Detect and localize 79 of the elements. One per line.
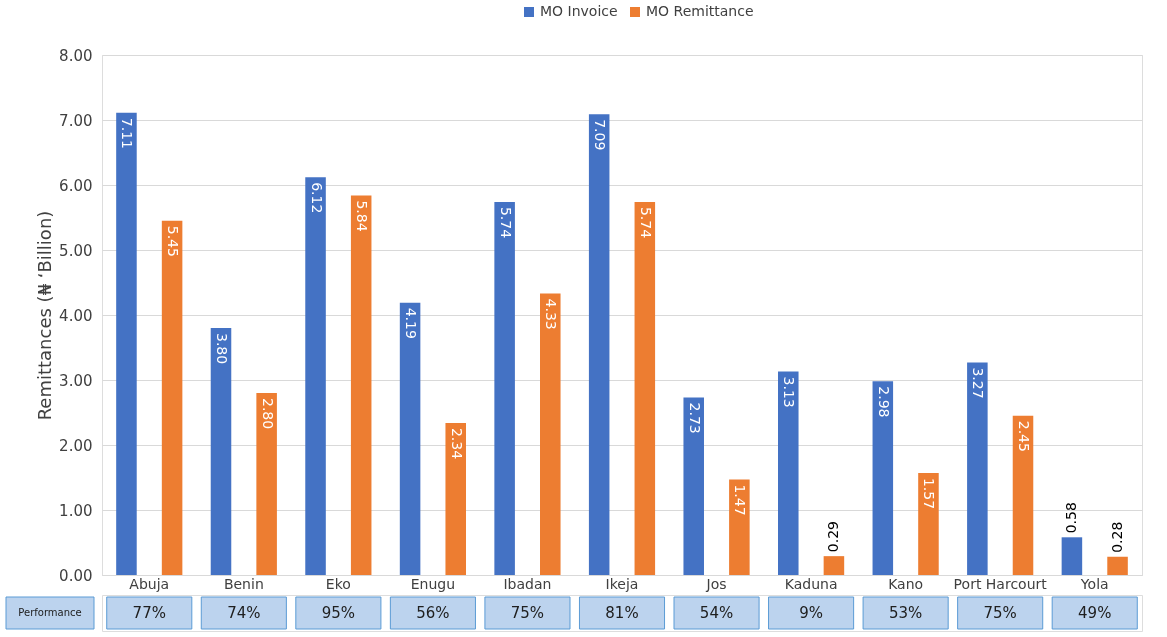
data-label: 7.11 xyxy=(119,117,136,150)
bar xyxy=(1012,415,1034,575)
bar xyxy=(918,472,939,575)
text: Performance xyxy=(18,607,82,618)
bar xyxy=(872,381,894,575)
y-tick-label: 7.00 xyxy=(59,111,93,130)
x-tick-label: Eko xyxy=(325,575,351,592)
x-tick-label: Kano xyxy=(888,575,924,592)
data-label: 3.13 xyxy=(781,376,798,408)
text: 75% xyxy=(983,604,1017,622)
bar xyxy=(588,114,610,575)
text: 77% xyxy=(132,604,166,622)
bar xyxy=(494,201,515,575)
x-tick-label: Ibadan xyxy=(503,575,552,592)
bar xyxy=(1061,537,1083,575)
bar xyxy=(445,422,466,575)
bar xyxy=(399,302,421,575)
x-tick-label: Ikeja xyxy=(605,575,639,592)
data-label: 0.29 xyxy=(824,520,841,553)
data-label: 0.58 xyxy=(1062,502,1079,534)
y-axis-title: Remittances (₦ ‘Billion) xyxy=(34,210,56,421)
y-tick-label: 8.00 xyxy=(59,46,93,65)
legend-label: MO Remittance xyxy=(646,3,754,19)
data-label: 4.19 xyxy=(403,307,420,339)
text: 95% xyxy=(321,604,356,622)
data-label: 2.80 xyxy=(259,398,276,430)
x-tick-label: Enugu xyxy=(410,575,456,592)
y-tick-label: 1.00 xyxy=(59,501,93,520)
text: 81% xyxy=(605,604,639,622)
bar xyxy=(967,362,988,575)
text: 56% xyxy=(416,604,450,622)
y-tick-label: 2.00 xyxy=(59,436,93,455)
data-label: 2.45 xyxy=(1016,420,1032,452)
data-label: 2.34 xyxy=(448,427,465,460)
legend-label: MO Invoice xyxy=(540,3,618,19)
x-tick-label: Jos xyxy=(705,575,727,592)
text: 54% xyxy=(699,604,734,622)
y-tick-label: 5.00 xyxy=(59,241,93,260)
y-tick-label: 4.00 xyxy=(59,306,93,325)
bar xyxy=(305,177,326,575)
bar xyxy=(683,397,704,575)
data-label: 7.09 xyxy=(592,119,609,151)
data-label: 2.73 xyxy=(686,402,703,434)
bar xyxy=(210,328,232,575)
x-tick-label: Kaduna xyxy=(784,575,838,592)
data-label: 5.84 xyxy=(354,200,371,232)
data-label: 5.74 xyxy=(637,206,654,239)
data-label: 2.98 xyxy=(875,386,892,418)
y-tick-label: 0.00 xyxy=(59,566,93,585)
x-tick-label: Port Harcourt xyxy=(953,575,1048,592)
bar xyxy=(634,201,656,575)
data-label: 4.33 xyxy=(543,298,560,330)
data-label: 1.57 xyxy=(921,477,938,510)
data-label: 5.45 xyxy=(165,225,182,257)
text: 75% xyxy=(510,604,545,622)
bar xyxy=(729,479,750,575)
bar xyxy=(823,556,845,575)
bar xyxy=(256,393,277,575)
data-label: 3.27 xyxy=(970,367,987,399)
bar xyxy=(116,112,137,575)
y-tick-label: 3.00 xyxy=(59,371,93,390)
bar xyxy=(161,220,183,575)
x-tick-label: Yola xyxy=(1079,575,1109,592)
bar xyxy=(1107,556,1128,575)
text: 74% xyxy=(227,604,261,622)
x-tick-label: Benin xyxy=(223,575,264,592)
data-label: 6.12 xyxy=(308,182,325,214)
x-tick-label: Abuja xyxy=(129,575,170,592)
data-label: 5.74 xyxy=(497,206,514,239)
data-label: 0.28 xyxy=(1108,521,1125,553)
data-label: 3.80 xyxy=(214,333,230,365)
text: 53% xyxy=(888,604,923,622)
data-label: 1.47 xyxy=(732,484,749,516)
y-tick-label: 6.00 xyxy=(59,176,93,195)
text: 9% xyxy=(799,604,823,622)
bar xyxy=(350,195,372,575)
bar xyxy=(540,293,561,575)
text: 49% xyxy=(1078,604,1112,622)
bar xyxy=(778,371,799,575)
